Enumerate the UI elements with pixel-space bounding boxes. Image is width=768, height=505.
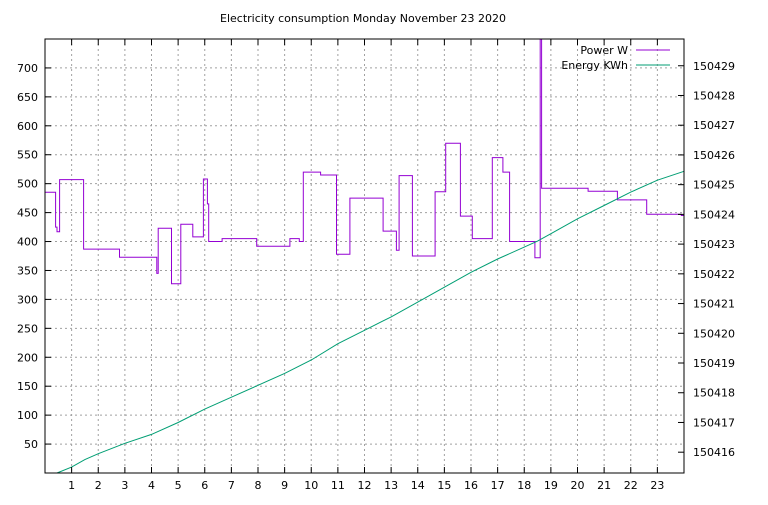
legend-label-power-w: Power W [580, 44, 628, 57]
axis-layer: 1 2 3 4 5 6 7 8 9 10 11 12 13 14 15 16 17 18 19 20 21 22 23501… [17, 39, 735, 492]
y-tick-label: 250 [17, 322, 38, 335]
y2-tick-label: 150418 [693, 387, 735, 400]
x-tick-label: 7 [228, 479, 235, 492]
x-tick-label: 19 [544, 479, 558, 492]
x-tick-label: 17 [491, 479, 505, 492]
y2-tick-label: 150417 [693, 416, 735, 429]
x-tick-label: 4 [148, 479, 155, 492]
y2-tick-label: 150420 [693, 327, 735, 340]
x-tick-label: 23 [650, 479, 664, 492]
x-tick-label: 6 [201, 479, 208, 492]
y2-tick-label: 150423 [693, 238, 735, 251]
y-tick-label: 50 [24, 438, 38, 451]
y-tick-label: 200 [17, 351, 38, 364]
y-tick-label: 500 [17, 178, 38, 191]
x-tick-label: 3 [121, 479, 128, 492]
y2-tick-label: 150429 [693, 60, 735, 73]
series-layer [45, 38, 685, 474]
y-tick-label: 100 [17, 409, 38, 422]
series-line-power-w [45, 38, 685, 285]
x-tick-label: 18 [517, 479, 531, 492]
y-tick-label: 600 [17, 120, 38, 133]
x-tick-label: 1 [68, 479, 75, 492]
y-tick-label: 400 [17, 236, 38, 249]
x-tick-label: 14 [411, 479, 425, 492]
x-tick-label: 16 [464, 479, 478, 492]
y-tick-label: 300 [17, 293, 38, 306]
y2-tick-label: 150421 [693, 298, 735, 311]
y2-tick-label: 150422 [693, 268, 735, 281]
x-tick-label: 10 [304, 479, 318, 492]
x-tick-label: 22 [624, 479, 638, 492]
x-tick-label: 15 [437, 479, 451, 492]
x-tick-label: 9 [281, 479, 288, 492]
y2-tick-label: 150419 [693, 357, 735, 370]
x-tick-label: 5 [175, 479, 182, 492]
x-tick-label: 2 [95, 479, 102, 492]
y2-tick-label: 150427 [693, 119, 735, 132]
y-tick-label: 550 [17, 149, 38, 162]
x-tick-label: 21 [597, 479, 611, 492]
grid-layer [45, 39, 684, 473]
legend: Power W Energy KWh [561, 44, 670, 72]
x-tick-label: 13 [384, 479, 398, 492]
y-tick-label: 700 [17, 62, 38, 75]
x-tick-label: 20 [571, 479, 585, 492]
y-tick-label: 650 [17, 91, 38, 104]
chart-title: Electricity consumption Monday November … [220, 12, 506, 25]
series-line-energy-kwh [56, 170, 685, 474]
y2-tick-label: 150426 [693, 149, 735, 162]
y2-tick-label: 150425 [693, 179, 735, 192]
legend-label-energy-kwh: Energy KWh [561, 59, 628, 72]
y2-tick-label: 150424 [693, 208, 735, 221]
x-tick-label: 8 [255, 479, 262, 492]
y-tick-label: 150 [17, 380, 38, 393]
x-tick-label: 12 [358, 479, 372, 492]
y-tick-label: 350 [17, 264, 38, 277]
y2-tick-label: 150428 [693, 89, 735, 102]
y-tick-label: 450 [17, 207, 38, 220]
x-tick-label: 11 [331, 479, 345, 492]
y2-tick-label: 150416 [693, 446, 735, 459]
